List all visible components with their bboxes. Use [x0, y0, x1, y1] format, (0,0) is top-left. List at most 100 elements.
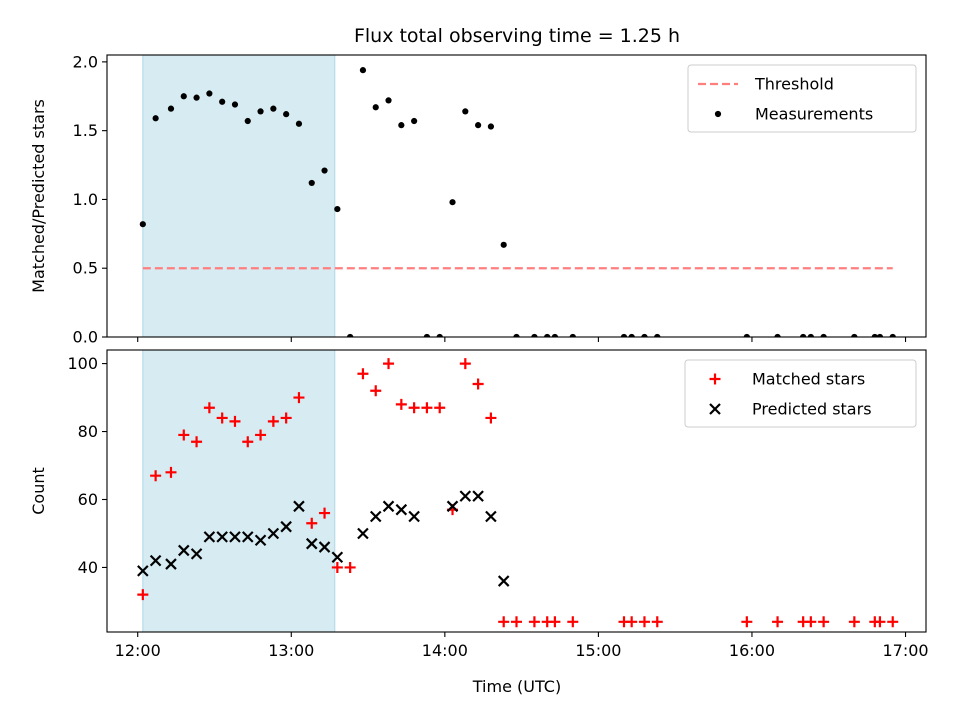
top-axes-frame — [106, 54, 927, 338]
matched-star-point — [511, 616, 522, 628]
matched-star-point — [344, 561, 356, 573]
predicted-star-point — [472, 490, 484, 502]
measurement-point — [321, 167, 328, 174]
measurement-point — [889, 333, 896, 337]
matched-star-point — [651, 616, 663, 628]
measurement-point — [820, 333, 827, 337]
predicted-star-point — [190, 548, 203, 560]
measurement-point — [167, 105, 175, 112]
x-tick-label: 14:00 — [422, 641, 468, 660]
matched-star-point — [528, 616, 540, 628]
matched-star-point — [280, 412, 292, 424]
measurement-point — [513, 333, 520, 337]
matched-star-point — [818, 616, 830, 628]
matched-star-point — [874, 616, 886, 628]
predicted-star-point — [216, 531, 228, 543]
predicted-star-point — [241, 531, 254, 543]
measurement-point — [449, 199, 456, 206]
predicted-star-point — [497, 575, 510, 587]
matched-star-point — [267, 415, 279, 427]
matched-star-point — [357, 368, 369, 380]
measurement-point — [569, 333, 576, 337]
predicted-star-point — [229, 531, 241, 543]
legend-measurement-swatch — [714, 110, 722, 118]
measurement-point — [244, 117, 251, 125]
measurement-point — [462, 108, 469, 115]
matched-star-point — [216, 412, 228, 424]
measurement-point — [152, 115, 159, 122]
matched-star-point — [178, 429, 190, 441]
measurement-point — [385, 97, 392, 104]
matched-star-point — [848, 616, 860, 628]
measurement-point — [398, 122, 405, 129]
matched-star-point — [805, 616, 817, 628]
measurement-point — [411, 117, 418, 125]
y-tick-label: 0.0 — [73, 328, 98, 347]
measurement-point — [876, 333, 884, 337]
measurement-point — [270, 105, 277, 112]
observing-window-band — [142, 54, 336, 338]
measurement-point — [308, 179, 315, 187]
matched-star-point — [306, 517, 318, 529]
predicted-star-point — [305, 537, 318, 550]
matched-star-point — [150, 470, 162, 482]
measurement-point — [807, 333, 814, 337]
matched-star-point — [434, 402, 446, 414]
matched-star-point — [395, 398, 407, 410]
measurement-point — [372, 104, 379, 111]
matched-star-point — [293, 392, 305, 404]
predicted-star-point — [369, 510, 382, 523]
legend-box — [687, 64, 917, 133]
matched-star-point — [165, 466, 177, 478]
predicted-star-point — [485, 510, 497, 523]
y-tick-label: 1.0 — [73, 190, 98, 209]
y-tick-label: 0.5 — [73, 259, 98, 278]
predicted-star-point — [318, 541, 331, 553]
x-tick-label: 16:00 — [729, 641, 775, 660]
x-tick-label: 13:00 — [268, 641, 314, 660]
bottom-panel: 40 60 80 100 12:00 13:00 14:00 15:00 16:00 17:00 C… — [29, 349, 929, 660]
measurement-point — [475, 122, 482, 129]
matched-star-point — [242, 436, 254, 448]
x-tick-label: 17:00 — [882, 641, 928, 660]
chart-title: Flux total observing time = 1.25 h — [354, 25, 680, 47]
y-tick-label: 80 — [78, 422, 98, 441]
observing-window-band — [142, 349, 336, 633]
top-panel: 0.0 0.5 1.0 1.5 2.0 Matched/Predicted stars Th… — [29, 52, 927, 347]
matched-star-point — [626, 616, 638, 628]
matched-star-point — [638, 616, 650, 628]
predicted-star-point — [267, 527, 280, 540]
matched-star-point — [383, 358, 395, 370]
measurement-point — [551, 333, 558, 337]
matched-star-point — [741, 616, 753, 628]
matched-star-point — [772, 616, 784, 628]
legend-label: Predicted stars — [752, 400, 872, 419]
y-tick-label: 60 — [78, 490, 98, 509]
legend-box — [684, 359, 917, 428]
measurement-point — [436, 333, 443, 337]
measurement-point — [641, 333, 648, 337]
legend-predicted-swatch — [709, 403, 721, 415]
predicted-star-point — [149, 554, 162, 567]
x-tick-label: 12:00 — [115, 641, 161, 660]
measurement-point — [257, 108, 264, 115]
matched-star-point — [887, 616, 899, 628]
top-plot-area — [139, 67, 896, 337]
measurement-point — [139, 221, 146, 228]
matched-star-point — [408, 402, 420, 414]
measurement-point — [871, 333, 878, 337]
predicted-star-point — [178, 544, 190, 557]
predicted-star-point — [357, 527, 369, 540]
matched-star-point — [191, 436, 203, 448]
measurement-point — [500, 241, 507, 248]
measurement-point — [347, 333, 354, 337]
measurement-point — [423, 333, 431, 337]
predicted-star-point — [293, 500, 305, 513]
matched-star-point — [549, 616, 561, 628]
matched-star-point — [459, 358, 471, 370]
measurement-point — [620, 333, 628, 337]
measurement-point — [219, 98, 226, 105]
y-axis-label: Matched/Predicted stars — [29, 99, 48, 293]
matched-star-point — [319, 507, 331, 519]
